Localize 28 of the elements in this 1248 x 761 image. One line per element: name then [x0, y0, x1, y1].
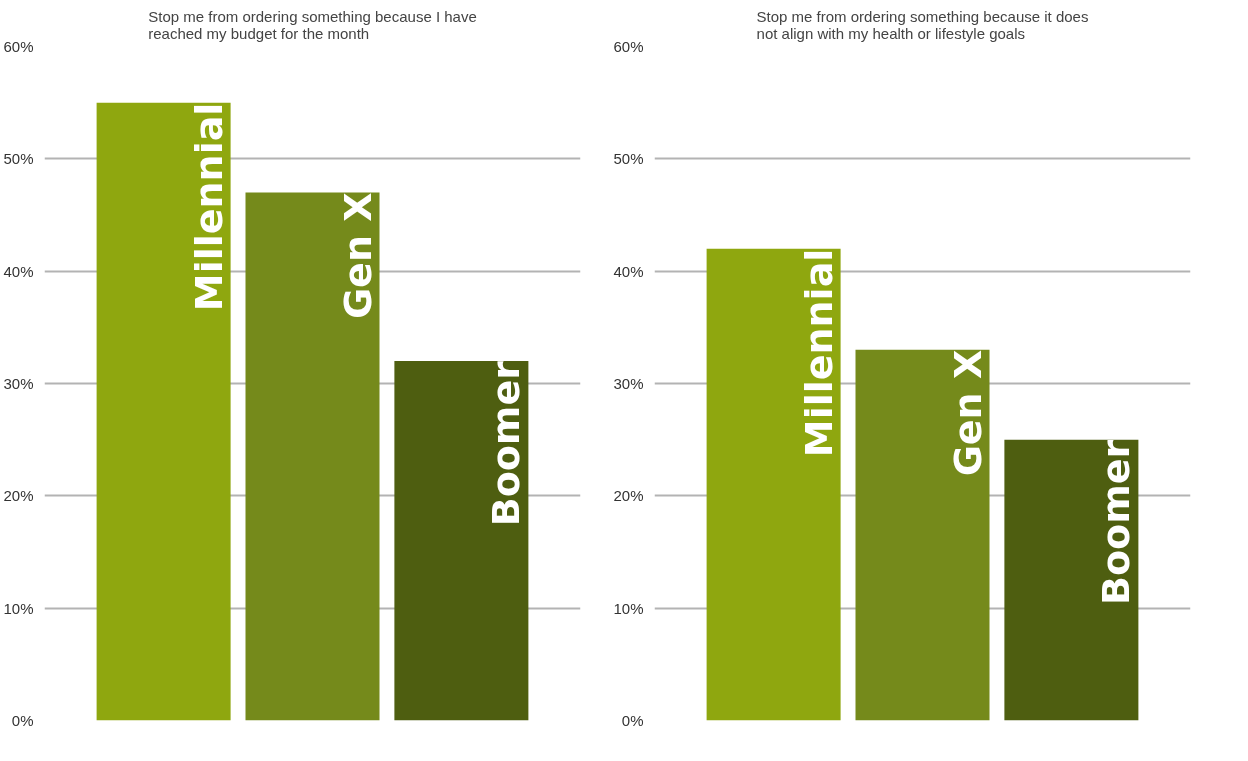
- x-tick-label: Millennial: [186, 102, 231, 312]
- chart-title: Stop me from ordering something because it does not align with my health or lifestyle goals: [756, 7, 1089, 42]
- y-tick-label: 10%: [3, 599, 34, 617]
- bar: [1004, 439, 1139, 721]
- x-tick-label: Boomer: [484, 360, 529, 527]
- y-tick-label: 20%: [3, 487, 34, 505]
- y-tick-label: 0%: [621, 712, 644, 729]
- y-tick-label: 60%: [613, 38, 644, 55]
- x-tick-label: Boomer: [1094, 439, 1139, 605]
- chart-title: Stop me from ordering something because I have reached my budget for the month: [148, 7, 477, 42]
- y-tick-label: 60%: [3, 38, 34, 55]
- x-tick-label: Gen X: [335, 192, 380, 320]
- bar: [96, 102, 231, 721]
- bar: [706, 248, 841, 721]
- y-tick-label: 30%: [3, 375, 34, 392]
- y-tick-label: 20%: [613, 487, 644, 505]
- x-tick-label: Millennial: [796, 248, 841, 458]
- y-tick-label: 50%: [613, 150, 644, 168]
- y-tick-label: 40%: [3, 262, 34, 280]
- bar: [245, 192, 380, 721]
- y-tick-label: 30%: [613, 375, 644, 392]
- bar: [394, 361, 529, 721]
- x-tick-label: Gen X: [945, 349, 990, 477]
- y-tick-label: 10%: [613, 599, 644, 617]
- bar: [855, 349, 990, 721]
- y-tick-label: 0%: [11, 712, 34, 729]
- y-tick-label: 40%: [613, 262, 644, 280]
- y-tick-label: 50%: [3, 150, 34, 168]
